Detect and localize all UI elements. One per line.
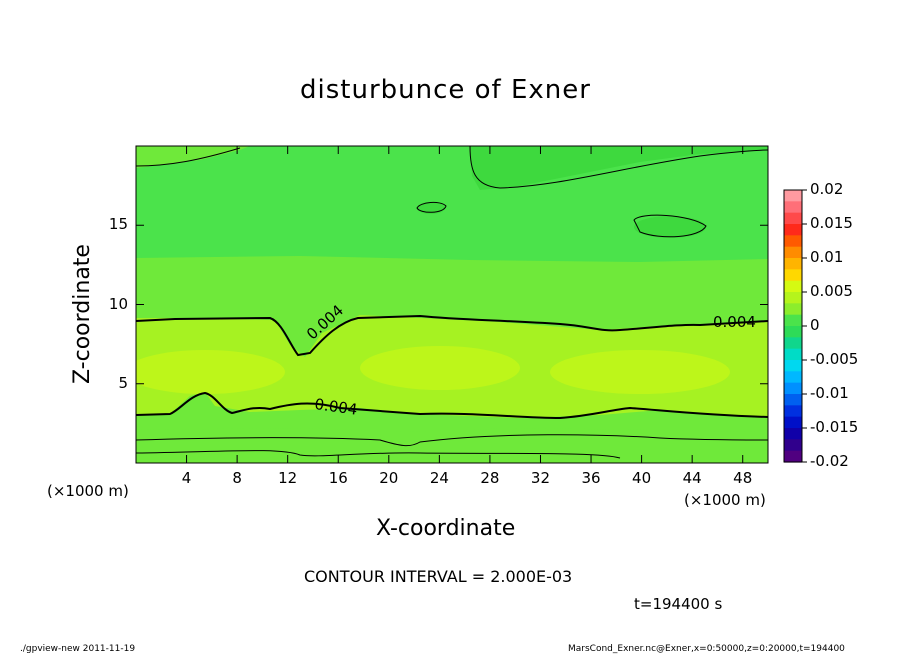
x-tick-label: 28 xyxy=(480,469,500,487)
y-tick-label: 5 xyxy=(118,373,128,392)
colorbar-cell xyxy=(784,269,802,282)
y-tick-label: 15 xyxy=(108,215,128,234)
contour-label-right: 0.004 xyxy=(713,313,756,331)
fill-top-left xyxy=(136,146,250,168)
colorbar-tick-label: 0.01 xyxy=(810,248,844,266)
colorbar-cell xyxy=(784,348,802,361)
colorbar-cell xyxy=(784,258,802,270)
x-tick-label: 12 xyxy=(278,469,298,487)
x-axis-unit: (×1000 m) xyxy=(684,491,766,509)
contour-0004-lower xyxy=(136,391,768,420)
colorbar-tick-label: 0 xyxy=(810,316,820,334)
colorbar-tick-label: -0.02 xyxy=(810,452,849,470)
colorbar-cell xyxy=(784,314,802,327)
colorbar-cell xyxy=(784,405,802,418)
colorbar-cell xyxy=(784,382,802,395)
x-tick-label: 36 xyxy=(581,469,601,487)
colorbar-tick-label: 0.015 xyxy=(810,214,853,232)
colorbar-cell xyxy=(784,326,802,338)
x-tick-label: 20 xyxy=(379,469,399,487)
colorbar-cell xyxy=(784,280,802,293)
colorbar-cell xyxy=(784,416,802,429)
contour-interval-text: CONTOUR INTERVAL = 2.000E-03 xyxy=(304,567,573,586)
fill-level-0006-0008-a xyxy=(136,350,285,394)
x-tick-label: 40 xyxy=(632,469,652,487)
colorbar-cell xyxy=(784,360,802,372)
fill-top-mid xyxy=(470,146,768,190)
fill-level-0006-0008-b xyxy=(360,346,520,390)
colorbar-cell xyxy=(784,201,802,214)
contour-line-top-left xyxy=(136,147,241,167)
colorbar-cell xyxy=(784,235,802,248)
colorbar-tick-label: 0.02 xyxy=(810,180,844,198)
x-tick-label: 44 xyxy=(682,469,702,487)
colorbar-cell xyxy=(784,450,802,463)
contour-line-patch-right xyxy=(633,214,707,238)
colorbar-cell xyxy=(784,292,802,304)
colorbar-cell xyxy=(784,212,802,225)
footer-right: MarsCond_Exner.nc@Exner,x=0:50000,z=0:20… xyxy=(568,644,845,654)
colorbar-tick-label: -0.005 xyxy=(810,350,859,368)
colorbar-cell xyxy=(784,303,802,316)
contour-0004-upper xyxy=(136,314,768,357)
contour-line-lower-1 xyxy=(136,434,768,447)
x-tick-label: 24 xyxy=(429,469,449,487)
x-tick-label: 4 xyxy=(181,469,192,487)
colorbar-tick-label: -0.015 xyxy=(810,418,859,436)
x-tick-label: 8 xyxy=(232,469,242,487)
x-axis-label: X-coordinate xyxy=(376,516,516,541)
fill-patch-right xyxy=(634,216,706,238)
contour-line-lower-2 xyxy=(136,450,621,459)
colorbar-tick-label: 0.005 xyxy=(810,282,853,300)
x-tick-label: 32 xyxy=(530,469,551,487)
colorbar-cell xyxy=(784,190,802,202)
y-tick-label: 10 xyxy=(108,294,128,313)
time-label: t=194400 s xyxy=(634,595,723,613)
contour-line-top-mid xyxy=(469,146,768,189)
colorbar-cell xyxy=(784,371,802,384)
colorbar-cell xyxy=(784,246,802,259)
x-tick-label: 16 xyxy=(328,469,348,487)
fill-level-0006-0008-c xyxy=(550,350,730,394)
chart-title: disturbunce of Exner xyxy=(300,75,591,105)
contour-line-patch-small xyxy=(416,201,447,213)
fill-patch-small xyxy=(417,202,445,214)
colorbar-cell xyxy=(784,439,802,452)
colorbar-cell xyxy=(784,224,802,236)
footer-left: ./gpview-new 2011-11-19 xyxy=(20,644,136,654)
colorbar-tick-label: -0.01 xyxy=(810,384,849,402)
fill-level-lower xyxy=(136,428,768,463)
colorbar-cell xyxy=(784,337,802,350)
y-axis-unit: (×1000 m) xyxy=(47,482,129,500)
colorbar-cell xyxy=(784,394,802,406)
x-tick-label: 48 xyxy=(733,469,753,487)
colorbar-cell xyxy=(784,428,802,440)
